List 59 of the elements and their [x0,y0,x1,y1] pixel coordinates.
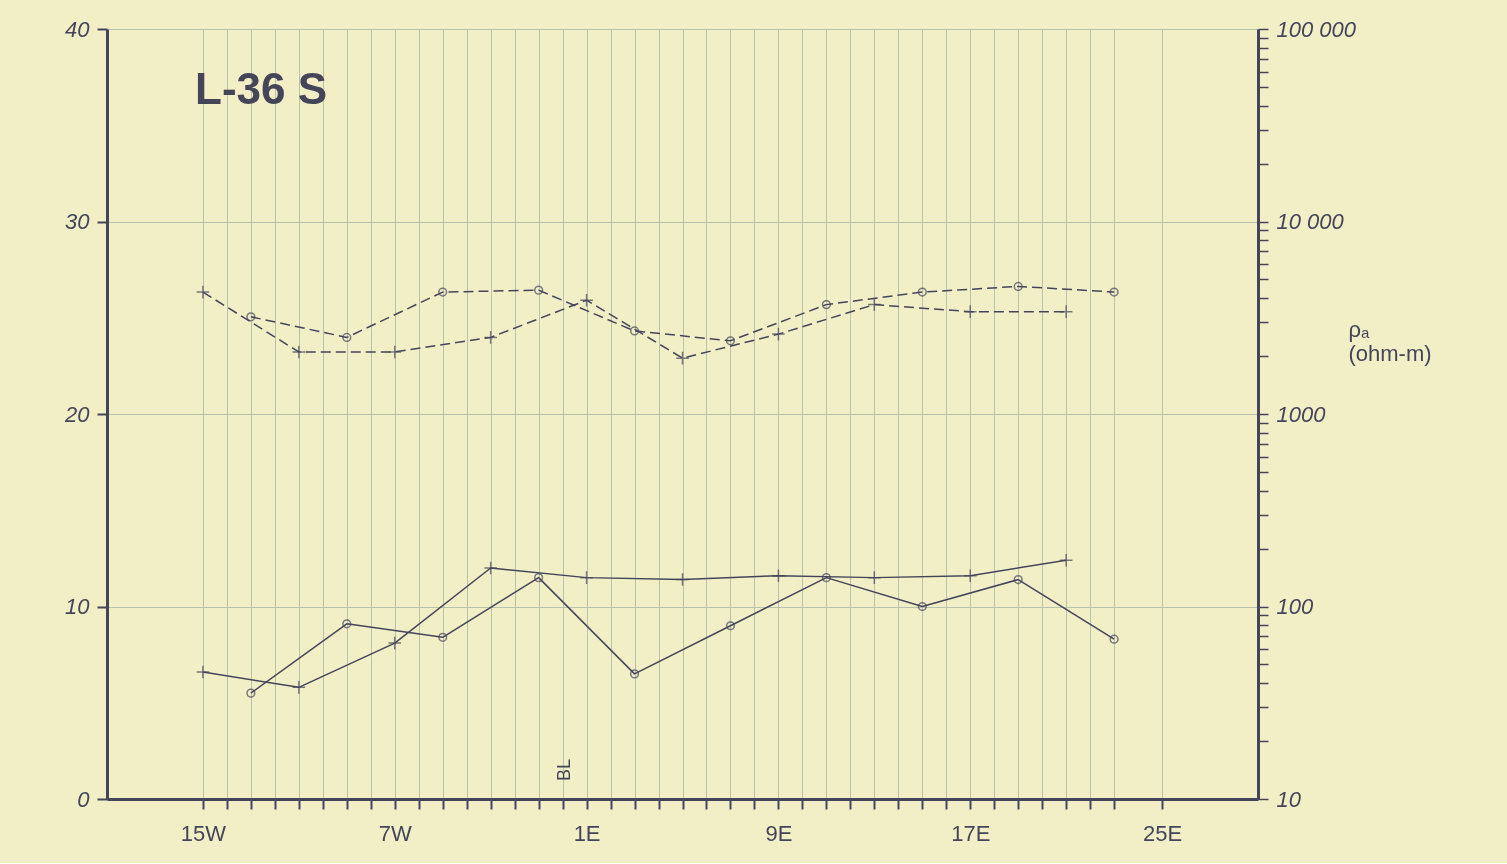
point [579,570,594,585]
point [246,688,256,698]
y2-tick-label: 10 000 [1276,209,1345,234]
point [342,332,352,343]
point [725,336,736,346]
point [387,344,402,360]
x-tick-label: 9E [765,820,793,846]
point [438,632,448,642]
x-tick-label: 25E [1143,820,1183,846]
point [771,568,786,583]
point [1059,304,1074,319]
point [629,326,640,336]
point [917,287,927,297]
point [867,297,882,312]
annotation: BL [554,758,574,781]
x-tick-label: 7W [378,820,412,846]
point [629,669,640,679]
y2-axis-title: ρₐ (ohm-m) [1348,316,1432,366]
x-tick-label: 15W [180,820,227,846]
point [1059,553,1074,568]
point [963,304,978,319]
point [821,300,831,310]
point [675,351,690,366]
point [771,327,786,342]
point [246,312,256,322]
point [1109,634,1119,644]
text: L-36 S [195,64,328,113]
point [438,287,448,297]
point [483,560,498,576]
point [1013,281,1023,292]
point [534,573,544,583]
y-tick-label: 20 [64,401,91,427]
y-tick-label: 30 [65,209,91,234]
point [675,572,690,587]
point [342,619,352,629]
y2-tick-label: 10 [1276,786,1302,812]
point [291,680,306,695]
x-tick-label: 1E [573,820,601,846]
y2-tick-label: 100 [1276,594,1314,619]
point [1013,574,1023,585]
y2-tick-label: 100 000 [1276,16,1357,42]
y-tick-label: 0 [77,786,91,812]
point [917,601,927,612]
y-tick-label: 10 [65,594,91,619]
point [534,285,544,295]
point [1109,287,1119,297]
y2-tick-label: 1000 [1276,401,1327,427]
y-tick-label: 40 [65,16,91,42]
point [195,284,210,300]
point [483,330,498,345]
point [291,344,306,360]
point [579,293,594,308]
point [867,570,882,585]
point [821,573,831,583]
point [387,636,402,651]
point [725,621,736,631]
x-tick-label: 17E [951,820,991,846]
point [963,568,978,583]
point [195,664,210,680]
